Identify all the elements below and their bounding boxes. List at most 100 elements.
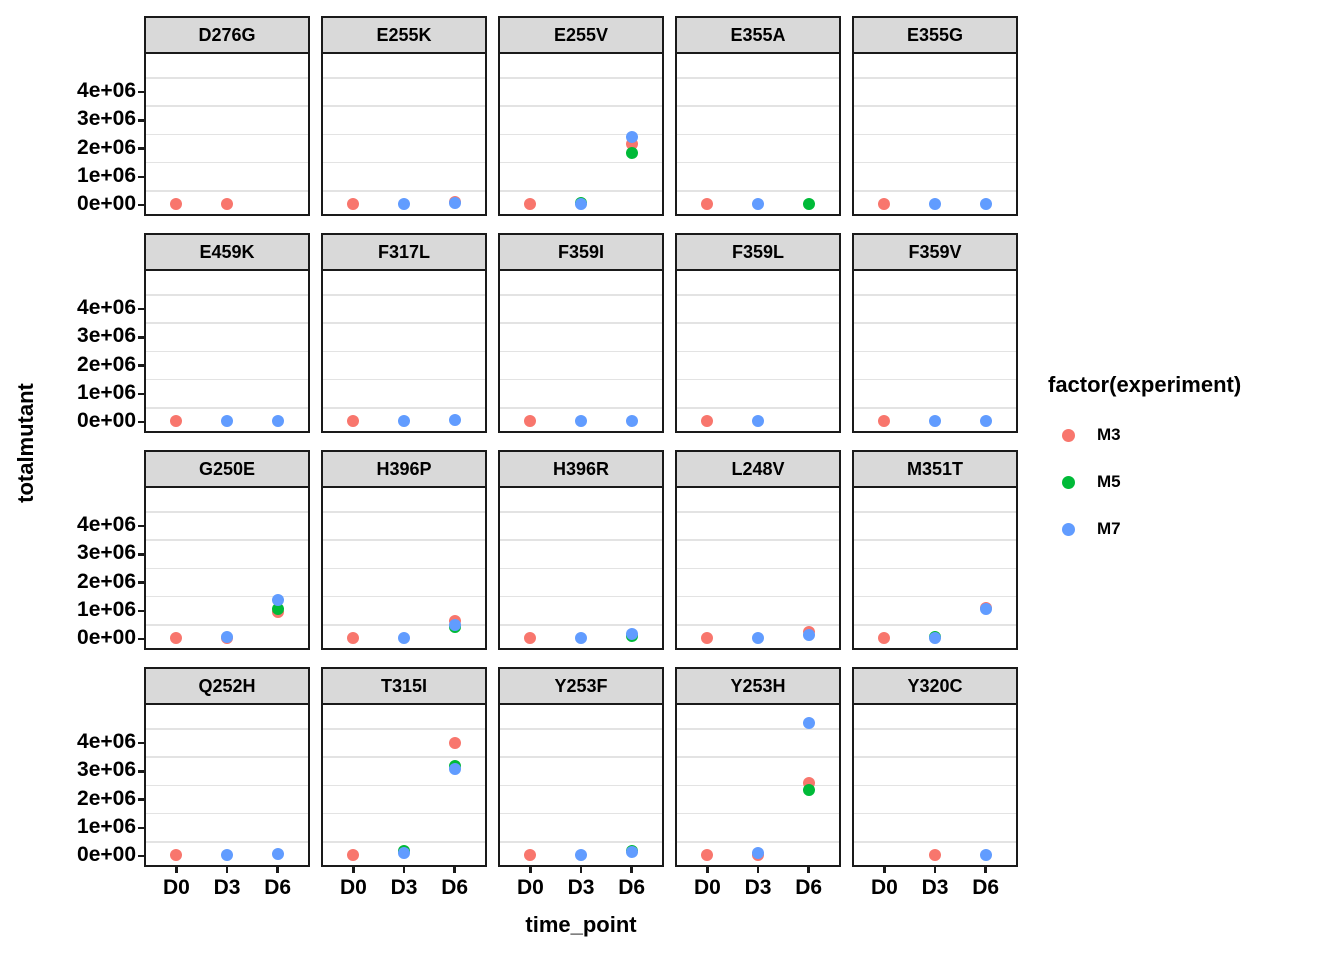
x-tick-mark xyxy=(807,867,810,873)
legend-item-label: M7 xyxy=(1097,519,1121,538)
y-tick-mark xyxy=(138,524,144,528)
y-tick-label: 4e+06 xyxy=(77,295,136,319)
legend-key-dot-M5 xyxy=(1062,475,1075,489)
facet-panel xyxy=(498,703,664,867)
facet-strip: F359L xyxy=(675,233,841,271)
y-tick-label: 0e+00 xyxy=(77,409,136,433)
facet-Q252H: Q252H xyxy=(144,667,310,867)
facet-strip: H396P xyxy=(321,450,487,488)
x-tick-label: D6 xyxy=(264,876,292,899)
y-tick-mark xyxy=(138,119,144,122)
x-tick-mark xyxy=(706,867,709,873)
x-tick-mark xyxy=(352,867,355,873)
y-tick-label: 1e+06 xyxy=(77,163,136,187)
facet-panel xyxy=(498,52,664,216)
facet-L248V: L248V xyxy=(675,450,841,650)
x-tick-mark xyxy=(579,867,583,873)
minor-gridline xyxy=(677,105,839,107)
y-tick-label: 0e+00 xyxy=(77,843,136,867)
minor-gridline xyxy=(146,77,308,79)
y-tick-label: 0e+00 xyxy=(77,626,136,650)
minor-gridline xyxy=(146,407,308,409)
minor-gridline xyxy=(500,77,662,79)
data-point-M351T-M7-D6 xyxy=(979,603,992,616)
facet-strip-label: F359V xyxy=(908,241,962,262)
facet-strip-label: Y253F xyxy=(554,675,608,696)
facet-strip-label: F359L xyxy=(731,241,785,262)
facet-strip: D276G xyxy=(144,16,310,54)
facet-panel xyxy=(675,269,841,433)
minor-gridline xyxy=(146,841,308,843)
minor-gridline xyxy=(146,133,308,136)
minor-gridline xyxy=(854,190,1016,192)
data-point-H396P-M7-D6 xyxy=(448,619,461,632)
minor-gridline xyxy=(677,378,839,381)
facet-panel xyxy=(675,486,841,650)
facet-strip-label: T315I xyxy=(380,675,428,696)
minor-gridline xyxy=(854,161,1016,164)
facet-panel xyxy=(321,269,487,433)
facet-strip-label: Q252H xyxy=(198,675,256,696)
facet-panel xyxy=(498,486,664,650)
facet-strip: F359V xyxy=(852,233,1018,271)
minor-gridline xyxy=(854,77,1016,79)
minor-gridline xyxy=(854,728,1016,730)
facet-panel xyxy=(321,52,487,216)
minor-gridline xyxy=(146,322,308,324)
minor-gridline xyxy=(854,378,1016,381)
x-tick-label: D0 xyxy=(870,876,898,899)
data-point-E255K-M7-D6 xyxy=(448,196,461,209)
facet-strip: E355G xyxy=(852,16,1018,54)
y-tick-mark xyxy=(138,307,144,311)
facet-strip-label: F317L xyxy=(377,241,431,262)
data-point-H396R-M7-D6 xyxy=(625,627,638,640)
minor-gridline xyxy=(677,322,839,324)
minor-gridline xyxy=(323,407,485,409)
minor-gridline xyxy=(854,784,1016,787)
minor-gridline xyxy=(677,595,839,598)
minor-gridline xyxy=(146,567,308,570)
x-tick-label: D3 xyxy=(921,876,949,899)
facet-panel xyxy=(852,703,1018,867)
data-point-E459K-M7-D6 xyxy=(271,415,284,428)
data-point-G250E-M5-D6 xyxy=(271,603,284,616)
minor-gridline xyxy=(854,539,1016,541)
minor-gridline xyxy=(677,511,839,513)
minor-gridline xyxy=(854,624,1016,626)
facet-panel xyxy=(498,269,664,433)
y-tick-mark xyxy=(138,581,144,584)
y-tick-mark xyxy=(138,420,144,424)
x-tick-label: D6 xyxy=(795,876,823,899)
facet-F359V: F359V xyxy=(852,233,1018,433)
facet-strip-label: M351T xyxy=(906,458,964,479)
data-point-E255K-M3-D0 xyxy=(347,198,360,211)
facet-panel xyxy=(852,52,1018,216)
minor-gridline xyxy=(854,350,1016,353)
minor-gridline xyxy=(500,511,662,513)
facet-strip: F317L xyxy=(321,233,487,271)
facet-E255K: E255K xyxy=(321,16,487,216)
minor-gridline xyxy=(500,624,662,626)
data-point-F317L-M3-D0 xyxy=(347,415,360,428)
facet-Y253F: Y253F xyxy=(498,667,664,867)
minor-gridline xyxy=(323,161,485,164)
minor-gridline xyxy=(854,511,1016,513)
minor-gridline xyxy=(146,595,308,598)
legend-key-dot-M7 xyxy=(1062,522,1075,536)
minor-gridline xyxy=(677,294,839,296)
legend-key-dot-M3 xyxy=(1062,428,1075,442)
data-point-F359I-M3-D0 xyxy=(524,415,537,428)
minor-gridline xyxy=(677,77,839,79)
data-point-G250E-M7-D3 xyxy=(221,630,233,643)
x-tick-mark xyxy=(276,867,279,873)
minor-gridline xyxy=(677,567,839,570)
y-tick-label: 2e+06 xyxy=(77,569,136,593)
y-tick-label: 1e+06 xyxy=(77,380,136,404)
data-point-Y253H-M3-D0 xyxy=(701,849,714,862)
legend: factor(experiment) M3 M5 M7 xyxy=(1048,372,1241,561)
facet-H396P: H396P xyxy=(321,450,487,650)
facet-strip-label: E355A xyxy=(730,24,786,45)
y-tick-label: 1e+06 xyxy=(77,814,136,838)
minor-gridline xyxy=(500,595,662,598)
